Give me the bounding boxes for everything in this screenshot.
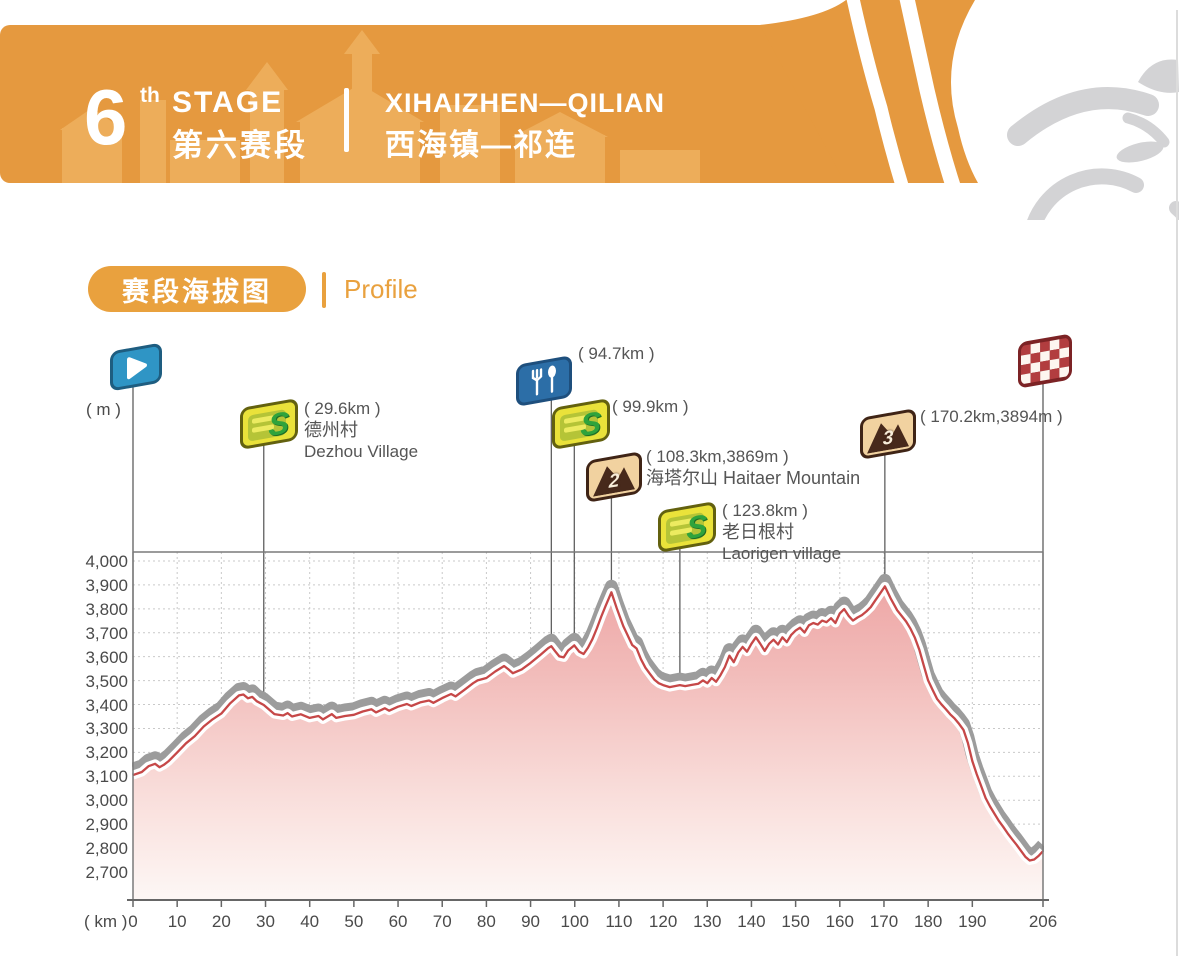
- marker-name-en: Laorigen village: [722, 543, 842, 563]
- stage-number: 6: [84, 73, 128, 161]
- x-axis-label: 180: [913, 912, 943, 931]
- route-name-zh: 西海镇—祁连: [385, 129, 577, 162]
- stage-label-zh: 第六赛段: [172, 128, 308, 163]
- sprint-3-label: ( 123.8km ) 老日根村 Laorigen village: [722, 501, 841, 564]
- x-axis-unit-label: ( km ): [84, 912, 128, 931]
- x-axis-label: 30: [256, 912, 275, 931]
- x-axis-label: 130: [693, 912, 722, 931]
- x-axis-label: 150: [781, 912, 810, 931]
- marker-name-zh: 老日根村: [722, 521, 794, 542]
- x-axis-label: 50: [344, 912, 364, 931]
- y-axis-label: 3,000: [85, 791, 128, 811]
- section-title-pill: 赛段海拔图: [88, 266, 306, 312]
- x-axis-label: 40: [300, 912, 320, 931]
- x-axis-label: 70: [432, 912, 452, 931]
- marker-name-zh: 海塔尔山 Haitaer Mountain: [646, 467, 861, 488]
- marker-distance: ( 170.2km,3894m ): [920, 407, 1063, 426]
- marker-distance: ( 94.7km ): [578, 344, 655, 363]
- x-axis-label: 160: [825, 912, 854, 931]
- y-axis-label: 3,600: [85, 647, 128, 667]
- x-axis-label: 170: [869, 912, 899, 931]
- x-axis-label: 20: [211, 912, 231, 931]
- sprint-1-label: ( 29.6km ) 德州村 Dezhou Village: [304, 399, 418, 462]
- x-axis-label: 100: [560, 912, 589, 931]
- x-axis-label: 0: [128, 912, 138, 931]
- section-title-en: Profile: [344, 274, 418, 304]
- x-axis-label: 110: [605, 912, 633, 931]
- sprint-2-label: ( 99.9km ): [612, 397, 689, 418]
- y-axis-label: 2,900: [85, 815, 128, 835]
- marker-name-zh: 德州村: [304, 419, 358, 440]
- y-axis-label: 3,800: [85, 599, 128, 619]
- route-name-en: XIHAIZHEN—QILIAN: [385, 88, 666, 118]
- terrain-line: [132, 585, 1044, 862]
- climb-flag: 2: [586, 451, 642, 503]
- y-axis-label: 2,700: [85, 862, 128, 882]
- play-icon: [127, 357, 147, 380]
- y-axis-unit-label: ( m ): [86, 400, 121, 419]
- plot-frame: [127, 551, 1049, 907]
- page-right-border: [1176, 10, 1178, 956]
- marker-name-en: Dezhou Village: [304, 441, 419, 461]
- feed-zone-label: ( 94.7km ): [578, 344, 655, 365]
- stage-ordinal-suffix: th: [140, 84, 160, 107]
- climb-flag: 3: [860, 408, 916, 460]
- sprint-s-icon: S: [268, 404, 289, 444]
- marker-distance: ( 99.9km ): [612, 397, 689, 416]
- x-axis-label: 190: [958, 912, 987, 931]
- stage-label-en: STAGE: [172, 86, 284, 119]
- x-axis-label: 60: [388, 912, 408, 931]
- marker-distance: ( 29.6km ): [304, 399, 381, 418]
- y-axis-label: 3,100: [85, 767, 128, 787]
- x-axis-label: 90: [521, 912, 541, 931]
- x-axis-label: 206: [1028, 912, 1058, 931]
- y-axis-label: 2,800: [85, 839, 128, 859]
- x-axis-label: 10: [167, 912, 187, 931]
- utensils-icon: [531, 365, 556, 396]
- checkered-flag-icon: [1021, 337, 1069, 385]
- marker-distance: ( 123.8km ): [722, 501, 808, 520]
- y-axis-label: 3,300: [85, 719, 128, 739]
- sprint-s-icon: S: [580, 404, 601, 444]
- climb-cat3-label: ( 170.2km,3894m ): [920, 407, 1063, 428]
- x-axis-label: 80: [476, 912, 496, 931]
- feed-flag: [516, 355, 572, 407]
- sprint-s-icon: S: [686, 507, 707, 547]
- section-title-zh: 赛段海拔图: [122, 276, 272, 307]
- terrain-area: [133, 586, 1043, 900]
- climb-cat2-label: ( 108.3km,3869m ) 海塔尔山 Haitaer Mountain: [646, 447, 860, 490]
- x-axis-label: 140: [737, 912, 766, 931]
- y-axis-label: 3,400: [85, 695, 128, 715]
- y-axis-label: 3,900: [85, 575, 128, 595]
- mountain-icon: [593, 466, 635, 497]
- y-axis-label: 3,700: [85, 623, 128, 643]
- marker-distance: ( 108.3km,3869m ): [646, 447, 789, 466]
- x-axis-label: 120: [648, 912, 678, 931]
- mountain-icon: [867, 423, 909, 454]
- y-axis-label: 4,000: [85, 552, 128, 571]
- start-flag: [110, 342, 162, 392]
- section-title-divider: [322, 272, 326, 308]
- finish-flag: [1018, 333, 1072, 389]
- y-axis-label: 3,500: [85, 671, 128, 691]
- banner-divider: [344, 88, 349, 152]
- y-axis-label: 3,200: [85, 743, 128, 763]
